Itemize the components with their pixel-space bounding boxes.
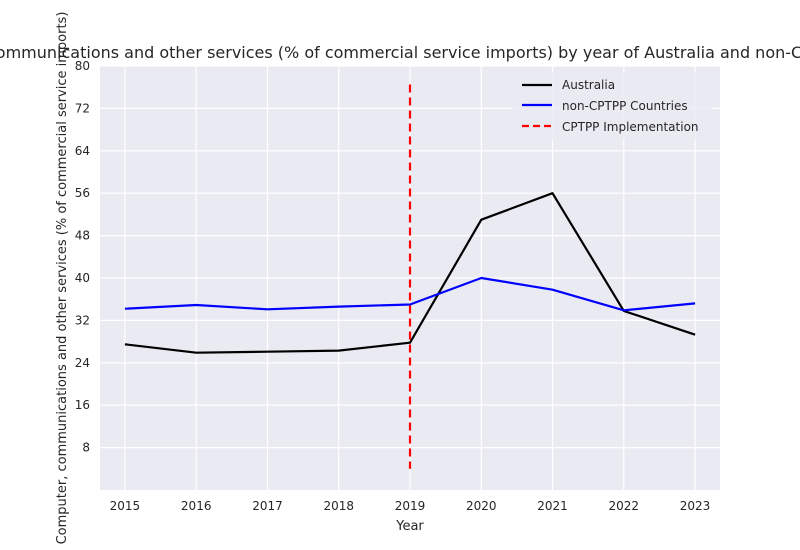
y-tick-label: 8 — [82, 441, 90, 455]
y-tick-label: 72 — [75, 101, 90, 115]
x-tick-labels: 2015 2016 2017 2018 2019 2020 2021 2022 2023 — [110, 499, 711, 513]
legend-label-cptpp-implementation: CPTPP Implementation — [562, 120, 699, 134]
y-tick-label: 64 — [75, 144, 90, 158]
x-tick-label: 2021 — [537, 499, 568, 513]
y-tick-label: 80 — [75, 59, 90, 73]
legend-label-australia: Australia — [562, 78, 615, 92]
series-line-non-cptpp-countries — [124, 276, 696, 312]
y-tick-label: 16 — [75, 398, 90, 412]
x-tick-label: 2016 — [181, 499, 212, 513]
series-line-australia — [124, 192, 696, 354]
x-tick-label: 2023 — [680, 499, 711, 513]
x-tick-label: 2019 — [395, 499, 426, 513]
series-lines — [124, 84, 696, 469]
y-axis-title: Computer, communications and other servi… — [55, 12, 70, 545]
y-tick-label: 32 — [75, 313, 90, 327]
legend-box — [512, 72, 712, 140]
legend-label-non-cptpp: non-CPTPP Countries — [562, 99, 688, 113]
legend: Australia non-CPTPP Countries CPTPP Impl… — [512, 72, 712, 140]
y-tick-label: 40 — [75, 271, 90, 285]
y-tick-labels: 8 16 24 32 40 48 56 64 72 80 — [75, 59, 90, 455]
chart-title: Computer, communications and other servi… — [0, 43, 800, 62]
x-tick-label: 2020 — [466, 499, 497, 513]
y-tick-label: 48 — [75, 229, 90, 243]
x-tick-label: 2017 — [252, 499, 283, 513]
y-tick-label: 56 — [75, 186, 90, 200]
y-tick-label: 24 — [75, 356, 90, 370]
x-tick-label: 2015 — [110, 499, 141, 513]
x-tick-label: 2022 — [609, 499, 640, 513]
x-tick-label: 2018 — [323, 499, 354, 513]
x-axis-title: Year — [395, 519, 424, 534]
